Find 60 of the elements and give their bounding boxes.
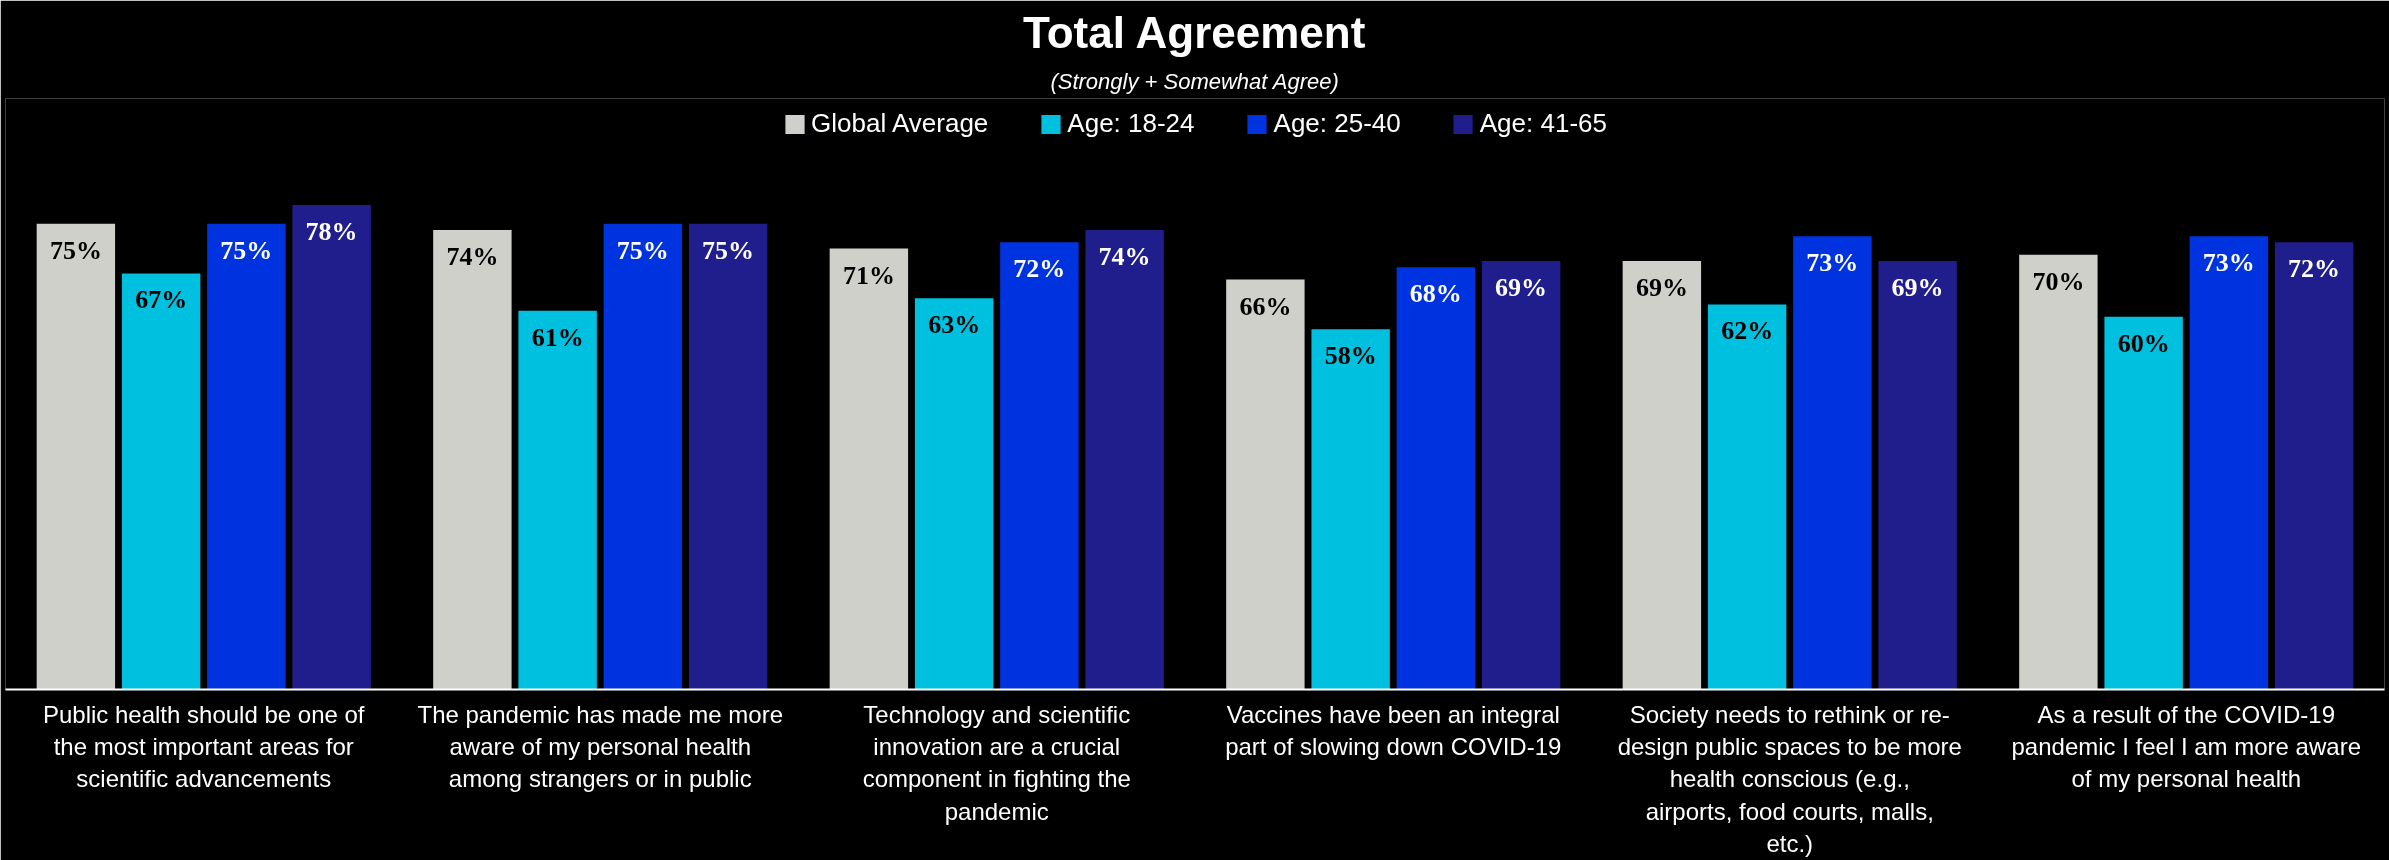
data-label: 58% [1324, 341, 1377, 371]
x-tick-label: Vaccines have been an integral part of slowing down COVID-19 [1225, 700, 1562, 760]
legend-label: Global Average [811, 108, 989, 139]
data-label: 74% [1098, 241, 1151, 271]
x-tick-label: Public health should be one of the most important areas for scientific advancements [42, 700, 365, 793]
bar [1481, 260, 1561, 690]
data-label: 66% [1239, 291, 1292, 321]
bar [2274, 242, 2354, 690]
data-label: 75% [616, 235, 669, 265]
data-label: 75% [702, 235, 755, 265]
chart-title: Total Agreement [1023, 7, 1366, 57]
data-label: 63% [928, 310, 981, 340]
data-label: 78% [305, 217, 358, 247]
bar [36, 223, 116, 690]
x-tick-label: Society needs to rethink or re-design public spaces to be more health conscious (e.g., airports, food courts, malls, etc.) [1617, 700, 1962, 858]
data-label: 67% [135, 285, 188, 315]
bar [1000, 242, 1079, 690]
bar [2019, 254, 2098, 690]
legend-label: Age: 41-65 [1479, 108, 1607, 139]
bar [1396, 267, 1476, 690]
x-tick-label: The pandemic has made me more aware of my personal health among strangers or in public [417, 700, 784, 793]
data-label: 70% [2032, 266, 2085, 296]
data-label: 75% [220, 235, 273, 265]
x-tick-label: Technology and scientific innovation are a crucial component in fighting the pandemic [862, 700, 1131, 825]
x-tick-label: As a result of the COVID-19 pandemic I feel I am more aware of my personal health [2011, 700, 2362, 793]
legend-label: Age: 25-40 [1273, 108, 1401, 139]
chart-subtitle: (Strongly + Somewhat Agree) [1050, 68, 1339, 94]
data-label: 73% [2202, 248, 2255, 278]
data-label: 73% [1806, 248, 1859, 278]
bar [1622, 260, 1702, 690]
bar [603, 223, 683, 690]
bar [1793, 236, 1872, 690]
data-label: 69% [1495, 272, 1548, 302]
data-label: 72% [2288, 254, 2341, 284]
data-label: 74% [446, 241, 499, 271]
data-label: 62% [1721, 316, 1774, 346]
bar [207, 223, 286, 690]
bar [1311, 329, 1390, 690]
data-label: 71% [842, 260, 895, 290]
data-label: 69% [1635, 272, 1688, 302]
bar [1085, 229, 1164, 690]
data-label: 75% [49, 235, 102, 265]
bar [292, 205, 371, 690]
data-label: 68% [1409, 279, 1462, 309]
bar [433, 229, 512, 690]
bar [914, 298, 994, 690]
bar [688, 223, 768, 690]
bar [1878, 260, 1957, 690]
bar [1226, 279, 1305, 690]
data-label: 61% [531, 322, 584, 352]
bar [2189, 236, 2269, 690]
bar [1707, 304, 1787, 690]
bar [121, 273, 201, 690]
data-label: 60% [2117, 328, 2170, 358]
data-label: 72% [1013, 254, 1066, 284]
legend-label: Age: 18-24 [1067, 108, 1195, 139]
bar [829, 248, 909, 690]
data-label: 69% [1891, 272, 1944, 302]
bar [2104, 316, 2183, 690]
bar [518, 310, 597, 690]
